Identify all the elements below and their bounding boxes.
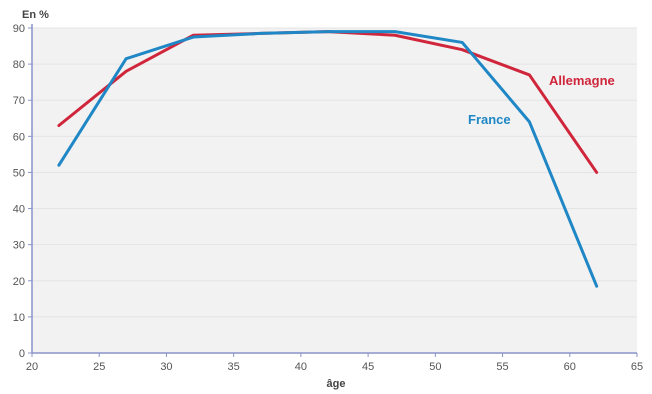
x-tick-label: 55	[496, 361, 508, 373]
x-tick-label: 65	[631, 361, 643, 373]
y-axis-title: En %	[22, 9, 49, 21]
x-tick-label: 60	[564, 361, 576, 373]
x-tick-label: 35	[228, 361, 240, 373]
y-tick-label: 30	[13, 240, 25, 252]
series-line-france	[57, 30, 599, 288]
plot-background	[32, 28, 637, 353]
series-lines	[57, 30, 599, 288]
y-tick-label: 0	[19, 348, 25, 360]
x-tick-label: 45	[362, 361, 374, 373]
y-axis-ticks: 0 10 20 30 40 50 60 70 80 90	[13, 23, 32, 360]
x-axis-title: âge	[327, 378, 346, 390]
y-tick-label: 60	[13, 131, 25, 143]
x-tick-label: 30	[160, 361, 172, 373]
y-tick-label: 20	[13, 276, 25, 288]
x-tick-label: 50	[429, 361, 441, 373]
y-tick-label: 50	[13, 167, 25, 179]
grid-lines	[32, 27, 637, 318]
x-axis-ticks: 20 25 30 35 40 45 50 55 60 65	[26, 353, 643, 373]
y-tick-label: 10	[13, 312, 25, 324]
y-tick-label: 40	[13, 204, 25, 216]
y-tick-label: 80	[13, 59, 25, 71]
y-tick-label: 70	[13, 95, 25, 107]
x-tick-label: 25	[93, 361, 105, 373]
y-tick-label: 90	[13, 23, 25, 35]
x-tick-label: 20	[26, 361, 38, 373]
x-tick-label: 40	[295, 361, 307, 373]
axes	[31, 24, 637, 354]
series-label-allemagne: Allemagne	[549, 73, 615, 88]
series-label-france: France	[468, 112, 511, 127]
